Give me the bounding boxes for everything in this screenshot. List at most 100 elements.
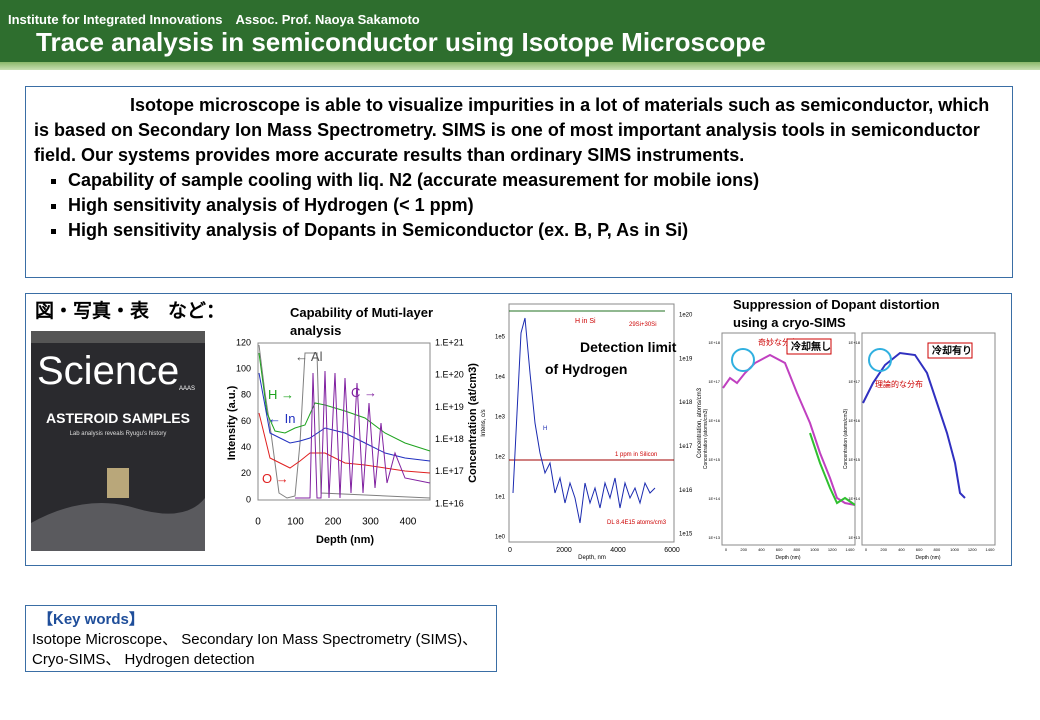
title: Trace analysis in semiconductor using Is… [36, 27, 766, 57]
y2-axis-label: Concentration (at/cm3) [467, 363, 479, 483]
bullet: High sensitivity analysis of Hydrogen (<… [68, 193, 1004, 218]
y-tick-label: 1E+14 [848, 496, 860, 501]
highlight [731, 348, 755, 372]
y2-axis-label: Concentration, atoms/cm3 [697, 387, 703, 458]
bullet: Capability of sample cooling with liq. N… [68, 168, 1004, 193]
keywords: 【Key words】 Isotope Microscope、 Secondar… [25, 605, 497, 672]
x-tick-label: 600 [916, 547, 923, 552]
curve [258, 344, 431, 499]
y-tick-label: 100 [236, 364, 251, 374]
y2-tick-label: 1e15 [679, 532, 693, 538]
y2-tick-label: 1.E+18 [435, 434, 464, 444]
keywords-text: Isotope Microscope、 Secondary Ion Mass S… [32, 631, 478, 668]
label: 29Si+30Si [629, 322, 657, 328]
y-tick-label: 1E+16 [708, 418, 720, 423]
y-tick-label: 1e4 [495, 375, 506, 381]
keywords-heading: 【Key words】 [38, 611, 144, 628]
label: 理論的な分布 [875, 379, 923, 389]
label-box [786, 338, 832, 355]
curve [258, 412, 431, 474]
label: 1 ppm in Silicon [615, 452, 657, 458]
x-tick-label: 0 [508, 547, 512, 554]
x-tick-label: 1400 [846, 547, 856, 552]
x-tick-label: 1200 [828, 547, 838, 552]
y-tick-label: 1E+17 [848, 379, 860, 384]
subline: Lab analysis reveals Ryugu's history [70, 431, 167, 437]
panel [861, 332, 996, 546]
y-tick-label: 1E+18 [708, 340, 720, 345]
y-tick-label: 1e2 [495, 455, 506, 461]
y2-tick-label: 1e16 [679, 488, 693, 494]
asteroid [31, 498, 205, 551]
x-tick-label: 200 [325, 517, 342, 528]
label: DL 8.4E15 atoms/cm3 [607, 520, 667, 526]
y-axis-label: Intens, c/s [481, 409, 487, 436]
y-tick-label: 1E+17 [708, 379, 720, 384]
masthead: Science [37, 349, 179, 393]
affiliation: Institute for Integrated Innovations Ass… [8, 12, 420, 27]
y-tick-label: 20 [241, 468, 251, 478]
label: 冷却有り [932, 344, 972, 357]
bullets: Capability of sample cooling with liq. N… [34, 168, 1004, 243]
y2-tick-label: 1.E+20 [435, 370, 464, 380]
cover-top [31, 331, 205, 343]
curve [809, 432, 856, 506]
bullet: High sensitivity analysis of Dopants in … [68, 218, 1004, 243]
x-axis-label: Depth, nm [578, 555, 606, 561]
header-band [0, 62, 1040, 70]
probe [107, 468, 129, 498]
x-tick-label: 6000 [664, 547, 680, 554]
y2-tick-label: 1.E+19 [435, 402, 464, 412]
y-tick-label: 1e5 [495, 335, 506, 341]
x-tick-label: 200 [880, 547, 887, 552]
y-tick-label: 120 [236, 337, 251, 347]
y-tick-label: 1E+16 [848, 418, 860, 423]
plot-frame [508, 303, 675, 543]
curve [295, 370, 431, 499]
y-tick-label: 40 [241, 442, 251, 452]
headline: ASTEROID SAMPLES [46, 410, 190, 426]
hydrogen-chart: Detection limit of Hydrogen H in Si 29Si… [508, 303, 677, 543]
series-label: C → [351, 385, 377, 400]
y-axis-label: Concentration (atoms/cm3) [703, 409, 709, 470]
y2-tick-label: 1.E+21 [435, 337, 464, 347]
x-tick-label: 0 [865, 547, 868, 552]
y-tick-label: 60 [241, 416, 251, 426]
heading: 図・写真・表 など： [35, 299, 225, 322]
panel [721, 332, 856, 546]
x-tick-label: 0 [255, 517, 261, 528]
series-label: H → [268, 387, 294, 402]
x-tick-label: 400 [758, 547, 765, 552]
highlight [868, 348, 892, 372]
y2-tick-label: 1e20 [679, 313, 693, 319]
plot-frame [257, 342, 431, 501]
y-tick-label: 1e1 [495, 495, 506, 501]
series-label: O → [262, 471, 289, 486]
series-label: ← In [268, 411, 295, 426]
summary: Isotope microscope is able to visualize … [25, 86, 1013, 278]
y-tick-label: 80 [241, 390, 251, 400]
y-axis-label: Intensity (a.u.) [226, 385, 238, 460]
publisher: AAAS [179, 386, 195, 392]
x-tick-label: 800 [934, 547, 941, 552]
x-tick-label: 1000 [810, 547, 820, 552]
x-tick-label: 200 [740, 547, 747, 552]
y-tick-label: 1e0 [495, 535, 506, 541]
y2-tick-label: 1e17 [679, 444, 693, 450]
curve [258, 372, 431, 462]
caption: Detection limit [580, 339, 677, 355]
curve [258, 352, 431, 452]
y2-tick-label: 1.E+17 [435, 466, 464, 476]
x-axis-label: Depth (nm) [316, 534, 374, 546]
x-tick-label: 300 [362, 517, 379, 528]
y-tick-label: 0 [246, 494, 251, 504]
cryo-chart: Suppression of Dopant distortion using a… [721, 297, 996, 546]
label: 冷却無し [791, 340, 831, 353]
caption: using a cryo-SIMS [733, 315, 846, 330]
x-tick-label: 100 [287, 517, 304, 528]
x-tick-label: 4000 [610, 547, 626, 554]
caption: Suppression of Dopant distortion [733, 297, 940, 312]
caption: Capability of Muti-layer [290, 305, 433, 320]
paragraph: Isotope microscope is able to visualize … [34, 95, 990, 165]
